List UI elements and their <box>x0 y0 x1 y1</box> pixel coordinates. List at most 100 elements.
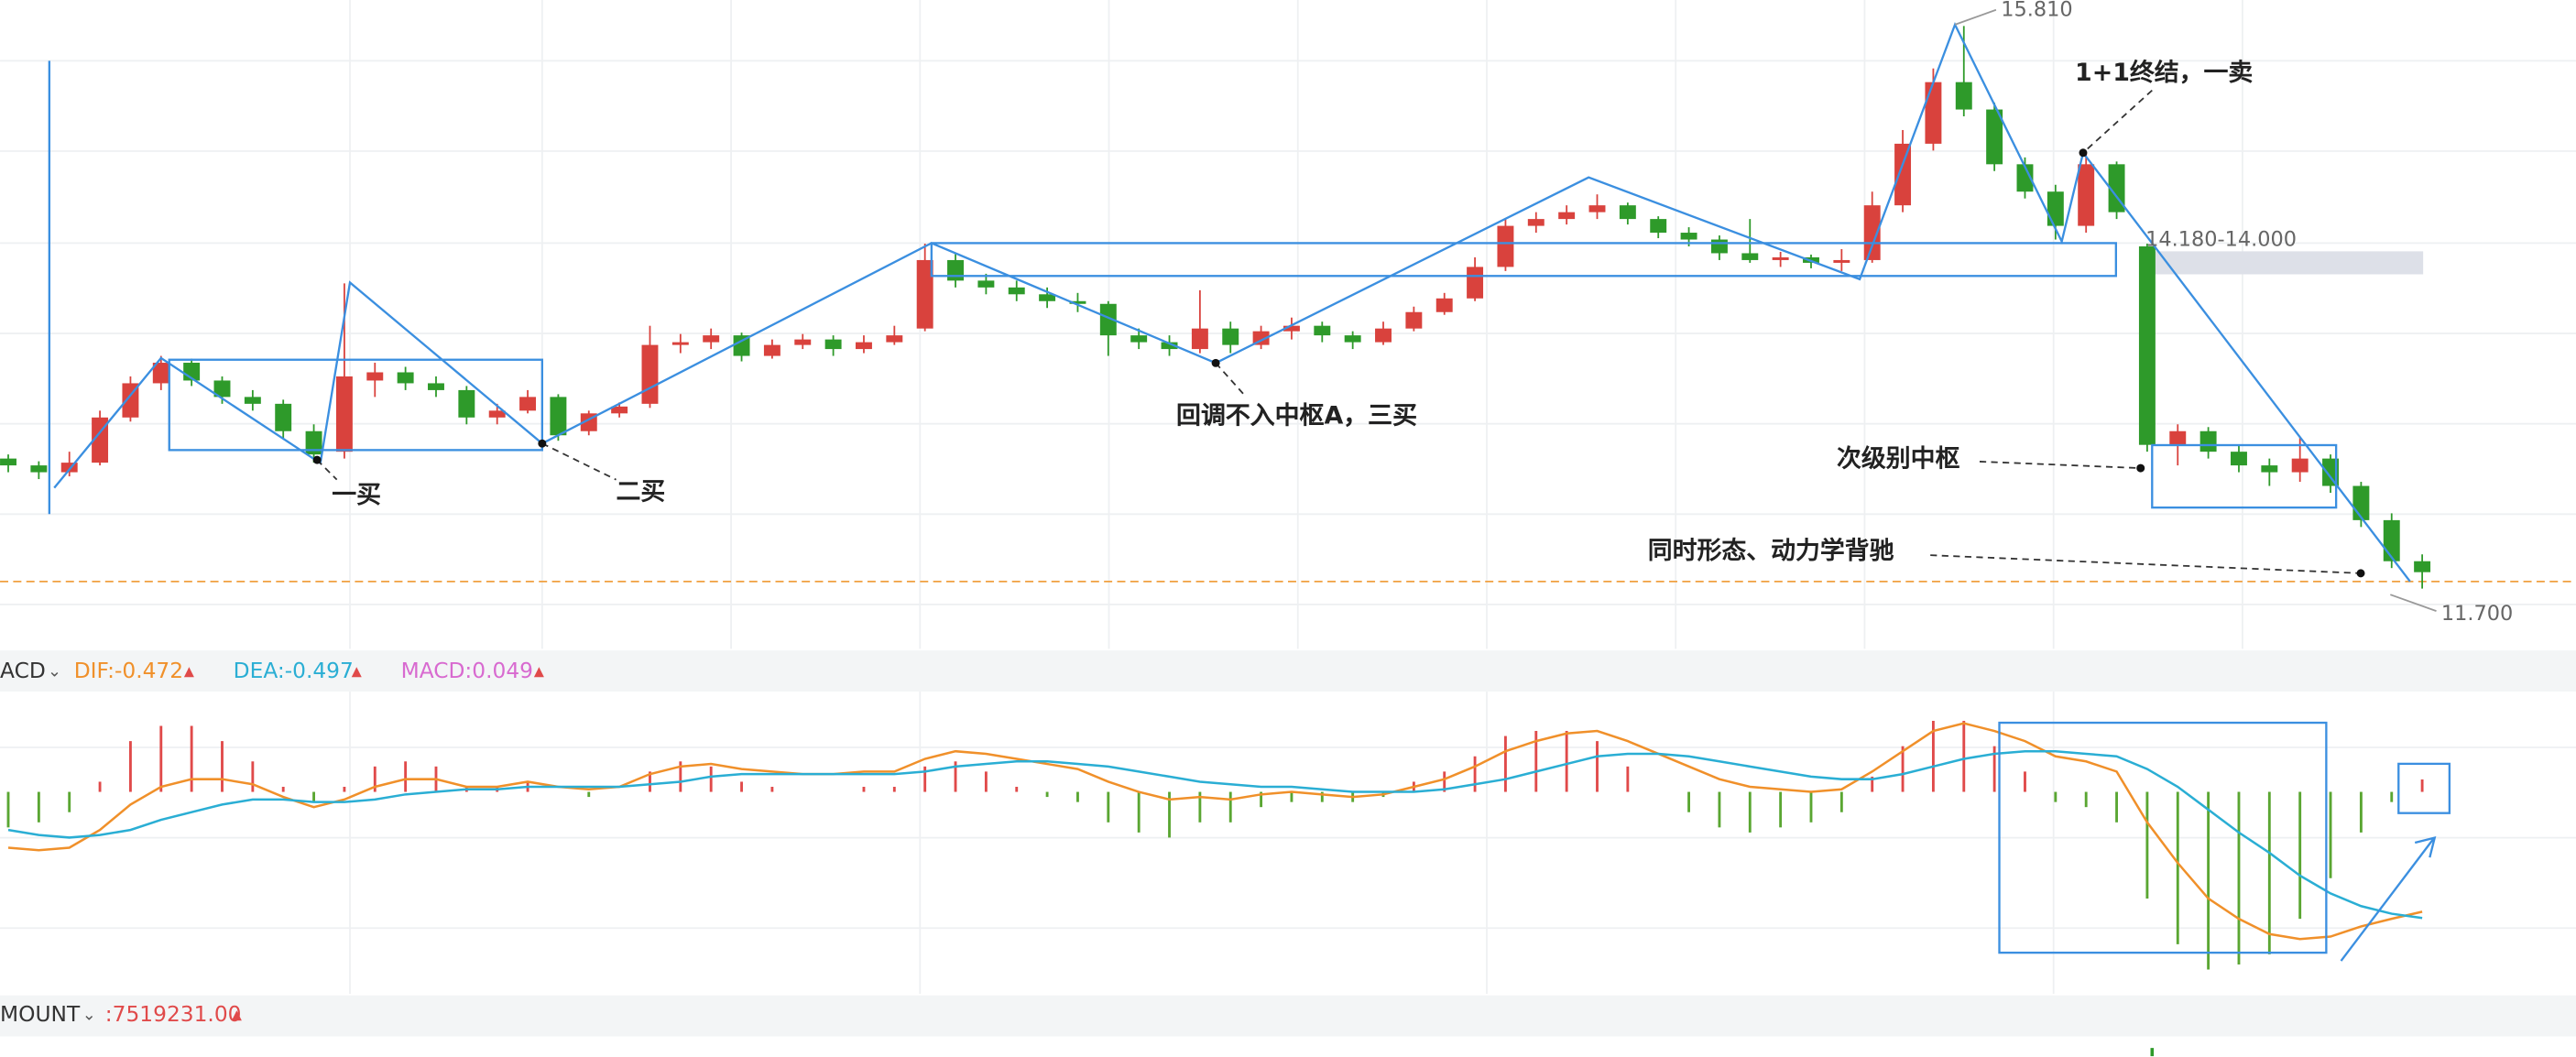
candle-body <box>1619 205 1636 220</box>
candle-body <box>886 335 903 343</box>
candle-body <box>977 280 995 288</box>
candle-body <box>1772 256 1789 260</box>
macd-marks <box>1998 721 2451 962</box>
candle-body <box>275 403 292 431</box>
candle-body <box>2169 430 2187 445</box>
candle-body <box>1069 300 1086 304</box>
candle-body <box>305 430 322 455</box>
trend-icon: ▲ <box>232 1008 242 1022</box>
candle-body <box>2199 430 2217 452</box>
dropdown-icon[interactable]: ⌄ <box>82 1005 96 1024</box>
candle-body <box>0 458 16 466</box>
indicator-name[interactable]: MOUNT <box>0 1002 81 1027</box>
trend-icon: ▲ <box>352 664 362 679</box>
candle-body <box>152 363 169 384</box>
zone-label: 14.180-14.000 <box>2145 227 2297 251</box>
amount-header <box>0 995 2576 1037</box>
candle-body <box>2322 458 2340 486</box>
candle-body <box>1314 325 1331 336</box>
legend-entry: DEA:-0.497 <box>234 659 354 683</box>
candle-body <box>671 342 689 345</box>
candle-body <box>1161 342 1178 350</box>
candle-body <box>1894 143 1912 206</box>
candle-body <box>519 397 537 411</box>
low-label: 11.700 <box>2441 602 2513 626</box>
candle-body <box>458 389 475 418</box>
annotation: 二买 <box>617 477 666 506</box>
candle-body <box>550 397 567 436</box>
annotation: 1+1终结，一卖 <box>2075 58 2253 87</box>
annotation: 回调不入中枢A，三买 <box>1176 400 1417 430</box>
candle-body <box>2108 164 2125 212</box>
candle-body <box>335 376 353 452</box>
price-grid <box>0 0 2576 994</box>
candle-body <box>244 397 261 404</box>
indicator-line <box>7 749 2423 920</box>
legend-entry: DIF:-0.472 <box>74 659 183 683</box>
structure-lines <box>48 21 2411 583</box>
dropdown-icon[interactable]: ⌄ <box>48 661 61 681</box>
candle-body <box>488 410 506 418</box>
candle-body <box>1680 233 1697 240</box>
macd-plot <box>6 720 2424 970</box>
candle-body <box>1405 311 1423 329</box>
candle-body <box>1222 328 1239 345</box>
candle-body <box>1527 219 1545 226</box>
annotation-leaders <box>312 8 2437 612</box>
candle-body <box>763 344 780 356</box>
candle-body <box>1039 294 1056 301</box>
annotation: 次级别中枢 <box>1837 444 1960 474</box>
candle-body <box>1833 259 1850 263</box>
candle-body <box>1588 205 1606 212</box>
candle-body <box>2078 164 2095 226</box>
annotation-box: 回调不入中枢A，三买 <box>1176 400 1417 430</box>
candle-body <box>703 335 720 343</box>
candle-body <box>213 380 231 398</box>
candle-body <box>428 383 444 390</box>
candle-body <box>1955 82 1972 110</box>
indicator-name[interactable]: ACD <box>0 659 46 683</box>
candle-body <box>1986 109 2003 165</box>
candle-body <box>1130 335 1148 343</box>
candle-body <box>1467 267 1484 299</box>
candle-body <box>824 339 842 350</box>
candle-body <box>2414 561 2431 572</box>
candle-body <box>1710 239 1728 254</box>
candle-body <box>947 259 964 281</box>
candle-body <box>1497 225 1514 267</box>
trend-icon: ▲ <box>184 664 194 679</box>
candle-body <box>2138 245 2156 445</box>
price-zone <box>2138 251 2424 275</box>
candle-body <box>1283 325 1300 332</box>
candle-body <box>1375 328 1392 343</box>
candle-body <box>60 463 78 473</box>
legend-entry: MACD:0.049 <box>401 659 533 683</box>
candle-body <box>1863 205 1881 260</box>
candle-body <box>916 259 933 329</box>
candle-body <box>30 465 48 473</box>
candle-body <box>1558 212 1576 220</box>
macd-header <box>0 650 2576 692</box>
candle-body <box>2016 164 2034 192</box>
candle-body <box>1099 303 1117 336</box>
candle-body <box>733 335 750 356</box>
candle-body <box>1191 328 1208 350</box>
trend-icon: ▲ <box>534 664 544 679</box>
candle-body <box>1008 287 1025 295</box>
candle-body <box>397 372 414 384</box>
candle-body <box>2047 191 2064 226</box>
candle-body <box>366 372 384 381</box>
candle-body <box>2231 452 2247 466</box>
candle-body <box>2383 519 2400 561</box>
candle-body <box>1925 82 1942 144</box>
amount-value: :7519231.00 <box>105 1002 242 1027</box>
annotation: 同时形态、动力学背驰 <box>1648 536 1894 565</box>
candle-body <box>2352 485 2370 520</box>
candle-body <box>855 342 872 350</box>
candle-body <box>611 406 628 414</box>
candle-body <box>1650 219 1667 234</box>
candle-body <box>1435 298 1453 312</box>
high-label: 15.810 <box>2001 0 2072 21</box>
